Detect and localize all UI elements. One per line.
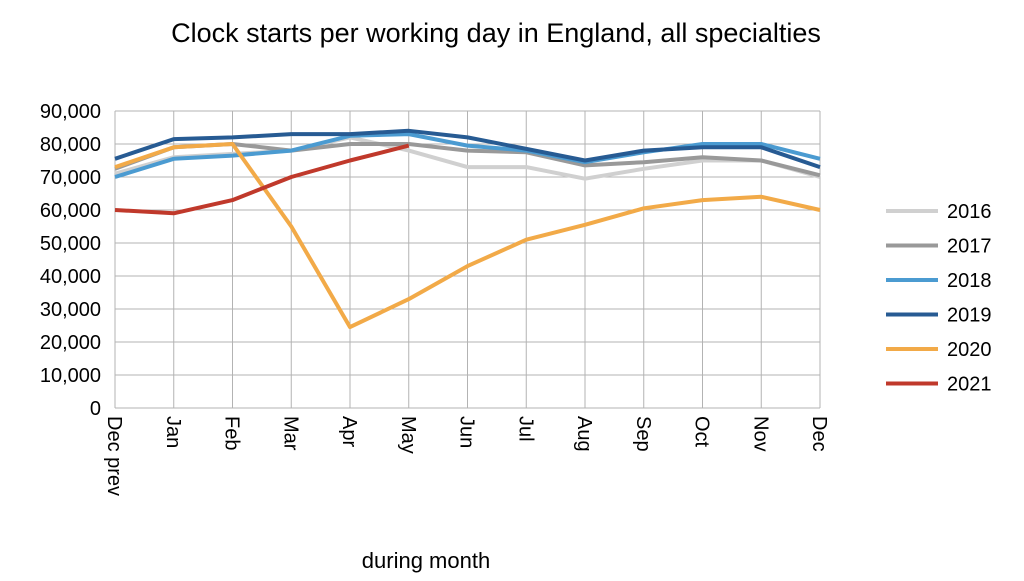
y-tick-label: 40,000 bbox=[40, 266, 101, 288]
legend-label-2021: 2021 bbox=[947, 374, 992, 396]
x-tick-label: Aug bbox=[573, 416, 595, 452]
y-tick-label: 60,000 bbox=[40, 200, 101, 222]
x-axis-ticks: Dec prev Jan Feb Mar Apr May Jun Jul Aug Sep Oct No… bbox=[103, 416, 830, 496]
legend-label-2016: 2016 bbox=[947, 201, 992, 223]
x-tick-label: Feb bbox=[221, 416, 243, 450]
legend: 2016 2017 2018 2019 2020 2021 bbox=[886, 201, 992, 396]
x-tick-label: Jun bbox=[456, 416, 478, 448]
x-tick-label: Jan bbox=[162, 416, 184, 448]
y-tick-label: 0 bbox=[90, 398, 101, 420]
y-tick-label: 50,000 bbox=[40, 233, 101, 255]
x-tick-label: Dec prev bbox=[103, 416, 125, 496]
series-line-2019 bbox=[114, 128, 821, 169]
y-tick-label: 90,000 bbox=[40, 101, 101, 123]
legend-label-2020: 2020 bbox=[947, 339, 992, 361]
x-tick-label: Oct bbox=[691, 416, 713, 448]
x-tick-label: Mar bbox=[279, 416, 301, 451]
x-axis-label: during month bbox=[362, 548, 490, 573]
chart-title: Clock starts per working day in England,… bbox=[171, 18, 821, 48]
y-axis-ticks: 0 10,000 20,000 30,000 40,000 50,000 60,000 70,… bbox=[40, 101, 101, 420]
x-tick-label: Nov bbox=[749, 416, 771, 452]
y-tick-label: 30,000 bbox=[40, 299, 101, 321]
x-tick-label: May bbox=[397, 416, 419, 454]
series-line-2018 bbox=[114, 132, 821, 179]
legend-label-2019: 2019 bbox=[947, 305, 992, 327]
legend-label-2017: 2017 bbox=[947, 236, 992, 258]
series-lines bbox=[114, 128, 821, 330]
series-line-2021 bbox=[114, 143, 410, 216]
axes bbox=[114, 111, 820, 409]
x-tick-label: Jul bbox=[514, 416, 536, 442]
legend-label-2018: 2018 bbox=[947, 270, 992, 292]
y-tick-label: 20,000 bbox=[40, 332, 101, 354]
x-tick-label: Sep bbox=[632, 416, 654, 452]
y-tick-label: 80,000 bbox=[40, 134, 101, 156]
y-tick-label: 70,000 bbox=[40, 167, 101, 189]
series-line-2020 bbox=[114, 142, 821, 330]
x-tick-label: Apr bbox=[338, 416, 360, 447]
x-tick-label: Dec bbox=[808, 416, 830, 452]
y-tick-label: 10,000 bbox=[40, 365, 101, 387]
